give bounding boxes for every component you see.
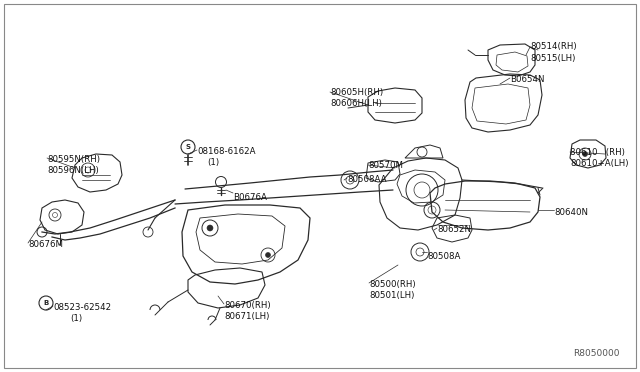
- Text: 80570M: 80570M: [368, 161, 403, 170]
- Text: 80640N: 80640N: [554, 208, 588, 217]
- Text: 08523-62542: 08523-62542: [53, 303, 111, 312]
- Text: (1): (1): [70, 314, 82, 323]
- Text: 80676M: 80676M: [28, 240, 63, 249]
- Text: 80670(RH): 80670(RH): [224, 301, 271, 310]
- Text: 80606H(LH): 80606H(LH): [330, 99, 382, 108]
- Circle shape: [582, 151, 588, 157]
- Text: 80514(RH): 80514(RH): [530, 42, 577, 51]
- Text: 80605H(RH): 80605H(RH): [330, 88, 383, 97]
- Text: 80508A: 80508A: [427, 252, 460, 261]
- Text: 08168-6162A: 08168-6162A: [197, 147, 255, 156]
- Text: R8050000: R8050000: [573, 349, 620, 358]
- Circle shape: [266, 253, 271, 257]
- Text: 80500(RH): 80500(RH): [369, 280, 415, 289]
- Text: 80652N: 80652N: [437, 225, 471, 234]
- Circle shape: [207, 225, 213, 231]
- Text: S: S: [186, 144, 191, 150]
- Text: 80515(LH): 80515(LH): [530, 54, 575, 63]
- Text: (1): (1): [207, 158, 219, 167]
- Text: 80596N(LH): 80596N(LH): [47, 166, 99, 175]
- Text: 80508AA: 80508AA: [347, 175, 387, 184]
- Text: 80501(LH): 80501(LH): [369, 291, 414, 300]
- Text: 80610   (RH): 80610 (RH): [570, 148, 625, 157]
- Text: B0654N: B0654N: [510, 75, 545, 84]
- Text: B: B: [44, 300, 49, 306]
- Text: 80671(LH): 80671(LH): [224, 312, 269, 321]
- FancyBboxPatch shape: [4, 4, 636, 368]
- Text: 80610+A(LH): 80610+A(LH): [570, 159, 628, 168]
- Text: B0676A: B0676A: [233, 193, 267, 202]
- Text: 80595N(RH): 80595N(RH): [47, 155, 100, 164]
